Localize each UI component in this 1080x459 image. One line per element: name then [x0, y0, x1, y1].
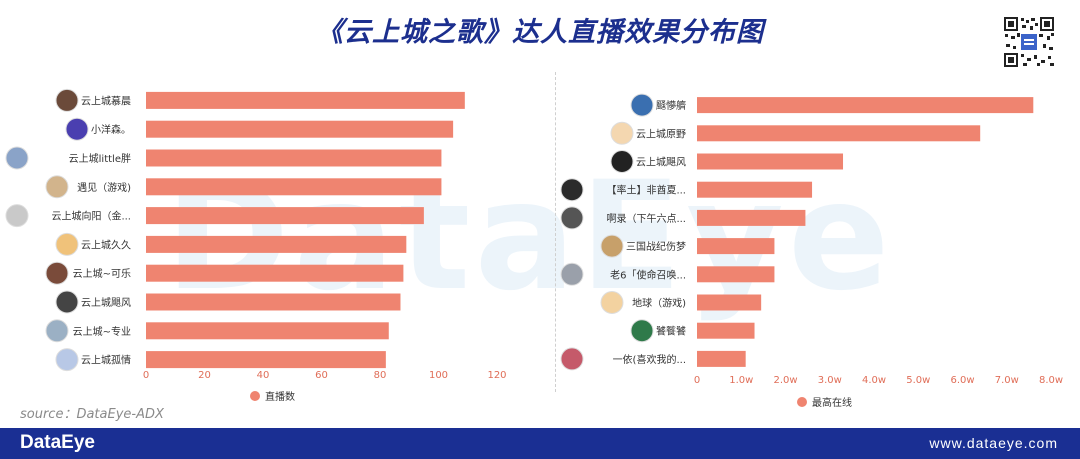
category-label-right-8: 饕餮饕 [656, 325, 686, 338]
avatar-icon-left-3 [45, 175, 69, 199]
chart-divider [555, 72, 556, 392]
footer-brand-logo: DataEye [20, 432, 95, 453]
x-tick-right-1: 1.0w [729, 375, 753, 386]
bar-left-2 [146, 149, 442, 167]
category-label-right-5: 三国战纪伤梦 [626, 240, 686, 253]
bar-right-3 [697, 181, 813, 198]
legend-label-right: 最高在线 [812, 396, 852, 409]
category-label-right-4: 啊录（下午六点... [606, 212, 686, 225]
category-label-right-7: 地球（游戏) [632, 297, 686, 310]
bar-left-7 [146, 293, 401, 311]
x-tick-left-2: 40 [257, 370, 270, 381]
x-tick-right-2: 2.0w [773, 375, 797, 386]
bar-left-0 [146, 91, 465, 109]
avatar-icon-right-7 [600, 291, 624, 314]
category-label-left-2: 云上城little胖 [69, 153, 131, 165]
x-tick-left-6: 120 [487, 370, 506, 381]
category-label-left-1: 小洋森。 [91, 123, 131, 136]
avatar-icon-right-0 [630, 93, 654, 117]
x-tick-right-3: 3.0w [818, 375, 842, 386]
bar-right-9 [697, 350, 746, 367]
bar-right-8 [697, 322, 755, 339]
avatar-icon-left-1 [65, 117, 89, 141]
avatar-icon-right-5 [600, 234, 624, 258]
qr-code [1003, 16, 1055, 68]
bar-right-5 [697, 238, 775, 255]
footer-bar: DataEye www.dataeye.com [0, 428, 1080, 459]
avatar-icon-left-8 [45, 319, 69, 343]
bar-left-5 [146, 235, 407, 253]
bar-left-1 [146, 120, 454, 138]
bar-left-6 [146, 264, 404, 282]
category-label-right-0: 颾懜艩 [656, 99, 686, 112]
avatar-icon-right-6 [560, 262, 584, 286]
category-label-left-5: 云上城久久 [81, 239, 131, 251]
x-tick-left-5: 100 [429, 370, 448, 381]
avatar-icon-left-0 [55, 88, 79, 112]
x-tick-right-8: 8.0w [1039, 375, 1063, 386]
category-label-left-4: 云上城向阳（金... [51, 210, 131, 223]
x-tick-left-1: 20 [198, 370, 211, 381]
x-tick-left-3: 60 [315, 370, 328, 381]
legend-marker-left [250, 391, 260, 401]
bar-right-1 [697, 125, 981, 142]
avatar-icon-right-1 [610, 121, 634, 145]
bar-right-0 [697, 97, 1034, 114]
source-note: source：DataEye-ADX [20, 407, 164, 422]
x-tick-right-4: 4.0w [862, 375, 886, 386]
category-label-left-7: 云上城飓风 [81, 297, 131, 309]
category-label-right-2: 云上城飓风 [636, 157, 686, 169]
bar-right-6 [697, 266, 775, 283]
footer-url: www.dataeye.com [929, 435, 1058, 451]
avatar-icon-left-6 [45, 261, 69, 285]
bar-left-8 [146, 322, 389, 340]
avatar-icon-left-9 [55, 348, 79, 372]
category-label-right-3: 【率土】非酋夏... [606, 184, 686, 197]
category-label-left-9: 云上城孤情 [81, 354, 131, 367]
category-label-right-6: 老6「使命召唤... [610, 268, 686, 281]
category-label-right-9: 一依(喜欢我的... [613, 353, 686, 366]
category-label-left-3: 遇见（游戏) [77, 181, 131, 194]
avatar-icon-left-7 [55, 290, 79, 314]
category-label-left-6: 云上城~可乐 [73, 268, 131, 280]
x-tick-left-0: 0 [143, 370, 149, 381]
x-tick-right-0: 0 [694, 375, 700, 386]
avatar-icon-left-5 [55, 232, 79, 256]
x-tick-right-7: 7.0w [995, 375, 1019, 386]
bar-right-2 [697, 153, 844, 170]
avatar-icon-left-2 [5, 146, 29, 170]
avatar-icon-right-8 [630, 319, 654, 343]
bar-left-3 [146, 178, 442, 196]
avatar-icon-left-4 [5, 204, 29, 228]
legend-marker-right [797, 397, 807, 407]
legend-label-left: 直播数 [265, 390, 295, 403]
bar-right-4 [697, 209, 806, 226]
x-tick-right-5: 5.0w [906, 375, 930, 386]
category-label-left-0: 云上城慕晨 [81, 94, 131, 107]
avatar-icon-right-4 [560, 206, 584, 230]
category-label-right-1: 云上城原野 [636, 128, 686, 140]
x-tick-left-4: 80 [374, 370, 387, 381]
bar-left-9 [146, 351, 386, 369]
avatar-icon-right-9 [560, 347, 584, 371]
avatar-icon-right-2 [610, 150, 634, 173]
avatar-icon-right-3 [560, 178, 584, 202]
page-title: 《云上城之歌》达人直播效果分布图 [316, 17, 764, 48]
bar-right-7 [697, 294, 762, 311]
category-label-left-8: 云上城~专业 [73, 325, 131, 338]
bar-left-4 [146, 207, 424, 225]
x-tick-right-6: 6.0w [950, 375, 974, 386]
